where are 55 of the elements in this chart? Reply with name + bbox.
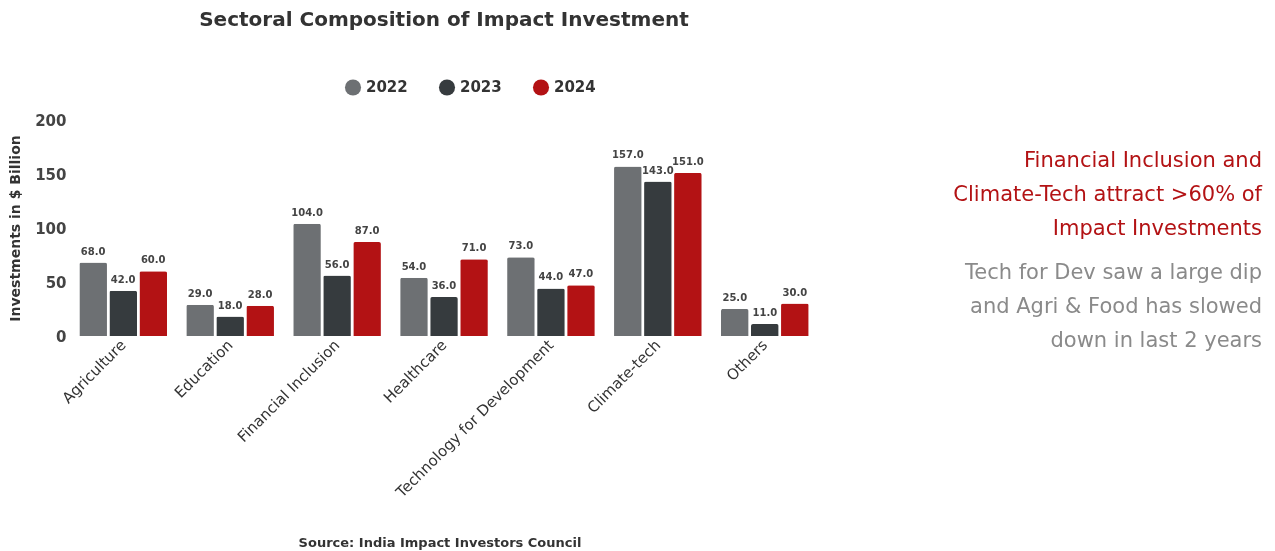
data-label: 151.0 — [672, 155, 704, 167]
y-tick-label: 150 — [35, 165, 67, 184]
legend-label: 2024 — [554, 78, 596, 97]
bar — [246, 305, 274, 336]
data-label: 25.0 — [722, 292, 748, 303]
bar — [400, 277, 428, 336]
legend-label: 2022 — [366, 78, 408, 97]
chart-title: Sectoral Composition of Impact Investment — [199, 7, 690, 31]
data-label: 42.0 — [110, 273, 136, 285]
y-tick-label: 50 — [45, 273, 67, 292]
data-label: 47.0 — [568, 268, 594, 280]
bar — [430, 297, 458, 336]
y-axis-title: Investments in $ Billion — [7, 135, 24, 322]
bar — [353, 242, 381, 336]
bar — [567, 285, 595, 336]
bar — [507, 257, 535, 336]
data-label: 30.0 — [782, 286, 808, 298]
data-label: 157.0 — [612, 149, 644, 161]
data-label: 73.0 — [508, 240, 534, 252]
data-label: 143.0 — [642, 164, 674, 176]
y-tick-label: 0 — [56, 327, 67, 346]
bar — [79, 262, 107, 336]
bar — [460, 259, 488, 336]
data-label: 56.0 — [324, 258, 350, 270]
bar — [216, 316, 244, 336]
data-label: 11.0 — [752, 307, 778, 319]
bar — [109, 290, 137, 336]
data-label: 87.0 — [354, 225, 380, 237]
y-tick-label: 100 — [35, 219, 67, 238]
data-label: 68.0 — [80, 245, 106, 257]
text: Tech for Dev saw a large dip and Agri & Food has slowed down in last 2 years — [963, 259, 1262, 354]
data-label: 104.0 — [291, 206, 323, 218]
bar — [751, 324, 779, 336]
bar — [720, 309, 749, 336]
bar — [323, 275, 351, 336]
bar — [186, 304, 214, 336]
bar — [614, 166, 642, 336]
legend-label: 2023 — [460, 78, 502, 97]
data-label: 18.0 — [217, 299, 243, 311]
data-label: 29.0 — [187, 287, 213, 299]
bar — [781, 303, 809, 336]
bar — [537, 288, 565, 336]
bar — [293, 223, 321, 336]
source-note: Source: India Impact Investors Council — [297, 535, 583, 550]
data-label: 28.0 — [247, 288, 273, 300]
y-tick-label: 200 — [35, 111, 67, 130]
data-label: 60.0 — [140, 254, 166, 266]
bar — [644, 181, 672, 336]
bar — [139, 271, 168, 336]
data-label: 36.0 — [431, 280, 457, 292]
bar — [674, 172, 702, 336]
data-label: 54.0 — [401, 260, 427, 272]
data-label: 44.0 — [538, 271, 564, 283]
text: Financial Inclusion and Climate-Tech attract >60% of Impact Investments — [952, 147, 1262, 242]
data-label: 71.0 — [461, 242, 487, 254]
